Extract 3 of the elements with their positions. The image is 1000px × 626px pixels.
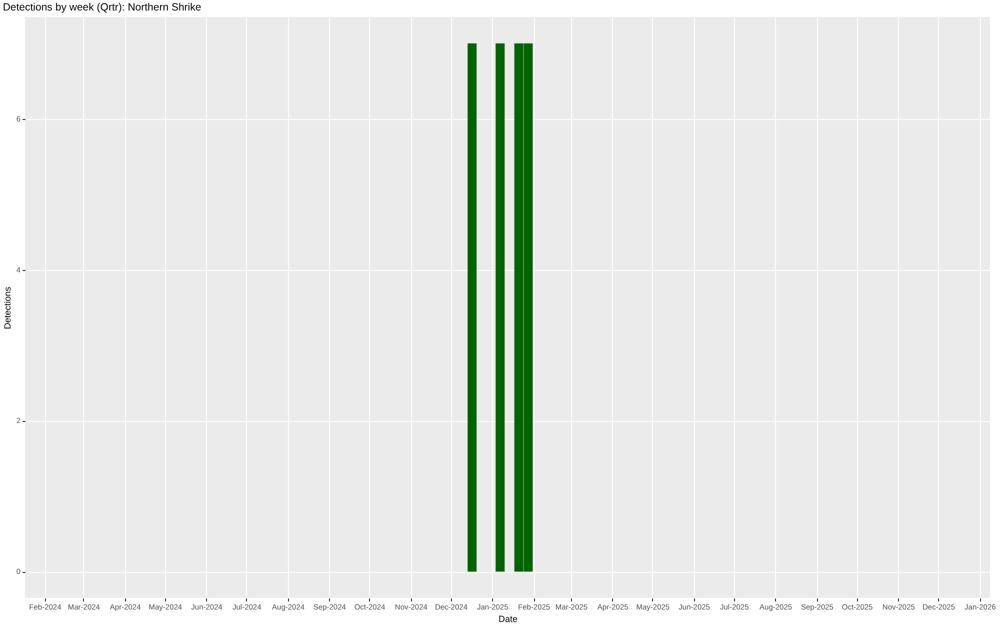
- x-axis-title: Date: [498, 614, 518, 624]
- y-axis-title: Detections: [2, 286, 12, 330]
- chart-title: Detections by week (Qrtr): Northern Shrike: [2, 2, 202, 14]
